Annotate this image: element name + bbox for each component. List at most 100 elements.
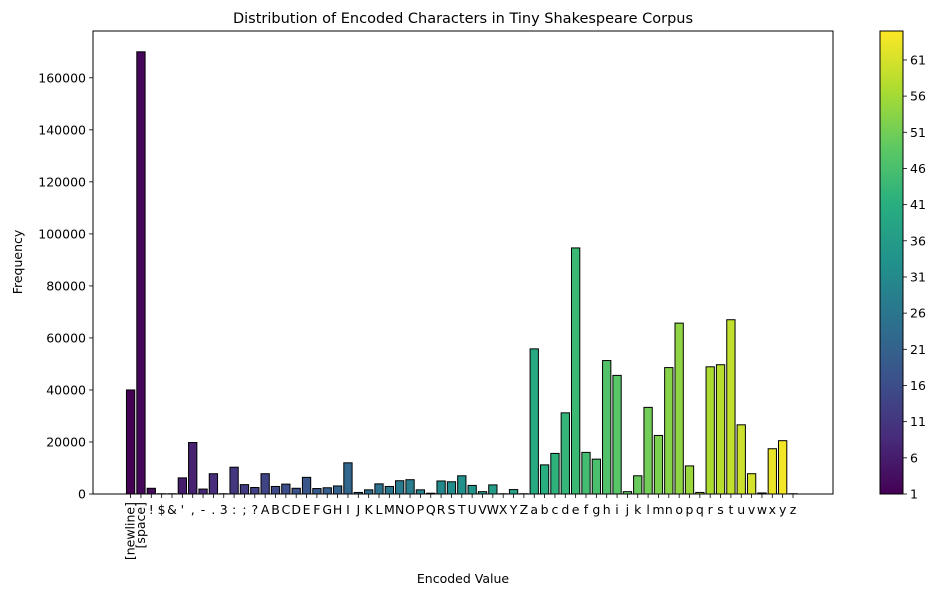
colorbar-tick-label: 51 [910,125,926,140]
bar [260,473,270,495]
x-tick-label: v [748,502,756,517]
bar [560,412,570,495]
bar [715,364,726,495]
y-tick-label: 20000 [46,434,86,449]
bar [705,366,715,495]
y-tick-label: 100000 [38,226,86,241]
bar [467,484,477,495]
bar [125,389,136,495]
x-tick-label: l [646,502,649,517]
x-tick-label: R [437,502,446,517]
x-tick-label: , [191,502,195,517]
x-tick-label: e [572,502,580,517]
x-tick-label: B [271,502,280,517]
bar [384,485,395,495]
bar [301,476,312,495]
x-tick-label: ? [251,502,258,517]
bar [446,481,457,495]
x-tick-label: A [261,502,270,517]
bar [488,484,498,495]
x-tick-label: S [447,502,455,517]
x-tick-label: U [468,502,477,517]
x-tick-label: h [603,502,611,517]
plot-frame [92,30,834,495]
x-tick-label: k [634,502,642,517]
y-tick-label: 40000 [46,382,86,397]
x-tick-label: b [541,502,549,517]
x-tick-label: O [405,502,415,517]
x-tick-label: N [395,502,404,517]
x-tick-label: & [167,502,177,517]
bar [767,448,777,495]
y-tick-label: 80000 [46,278,86,293]
bar [508,489,519,495]
x-tick-label: Z [520,502,529,517]
bar [415,489,426,495]
x-tick-label: X [499,502,508,517]
bar [539,464,550,495]
colorbar-tick-label: 6 [910,450,918,465]
colorbar-tick-label: 11 [910,414,926,429]
bar [291,487,301,495]
x-tick-label: ' [181,502,184,517]
colorbar-tick-label: 56 [910,89,926,104]
bar [374,483,384,495]
x-tick-label: c [552,502,559,517]
y-axis: 0 20000 40000 60000 80000 100000 120000 140000 1… [38,70,93,502]
y-tick-label: 160000 [38,70,86,85]
bar [177,477,187,495]
x-tick-label: $ [158,502,166,517]
bar [591,458,602,495]
x-tick-label: Q [426,502,436,517]
bar [405,479,415,495]
bar [229,466,239,495]
colorbar [879,30,904,495]
colorbar-tick-label: 21 [910,342,926,357]
x-tick-label: f [584,502,589,517]
x-tick-label: . [211,502,215,517]
x-tick-label: P [417,502,425,517]
x-tick-label: D [291,502,301,517]
x-axis-label: Encoded Value [417,571,510,586]
colorbar-tick-label: 41 [910,197,926,212]
bar [343,462,353,495]
bar [364,489,374,495]
bar [643,406,653,495]
x-tick-label: ! [149,502,154,517]
bar [581,451,591,495]
bar [457,475,467,495]
bar [250,487,260,495]
bar [198,488,208,495]
bar [281,483,291,495]
bar [602,360,612,495]
x-tick-label: I [346,502,350,517]
bar [332,485,343,495]
x-tick-label: G [322,502,332,517]
x-axis: [newline][space]! $ & ', -. 3:;? A B C D E F G H I J K L M… [123,494,797,560]
x-tick-label: s [717,502,724,517]
bar [674,322,684,495]
bar [571,247,581,495]
bar [239,484,250,495]
x-tick-label: r [708,502,714,517]
x-tick-label: C [281,502,290,517]
x-tick-label: p [686,502,694,517]
x-tick-label: n [665,502,673,517]
y-axis-label: Frequency [10,229,25,294]
x-tick-label: ; [242,502,246,517]
bar [778,440,788,495]
x-tick-label: m [652,502,664,517]
x-tick-label: w [757,502,767,517]
x-tick-label: K [365,502,374,517]
bar [322,487,332,495]
x-tick-label: g [592,502,600,517]
bar [726,319,736,495]
bar [736,424,746,495]
x-tick-label: t [728,502,733,517]
bar [188,442,198,495]
colorbar-tick-label: 36 [910,233,926,248]
x-tick-label: V [478,502,487,517]
x-tick-label: W [487,502,499,517]
bar [208,473,219,495]
